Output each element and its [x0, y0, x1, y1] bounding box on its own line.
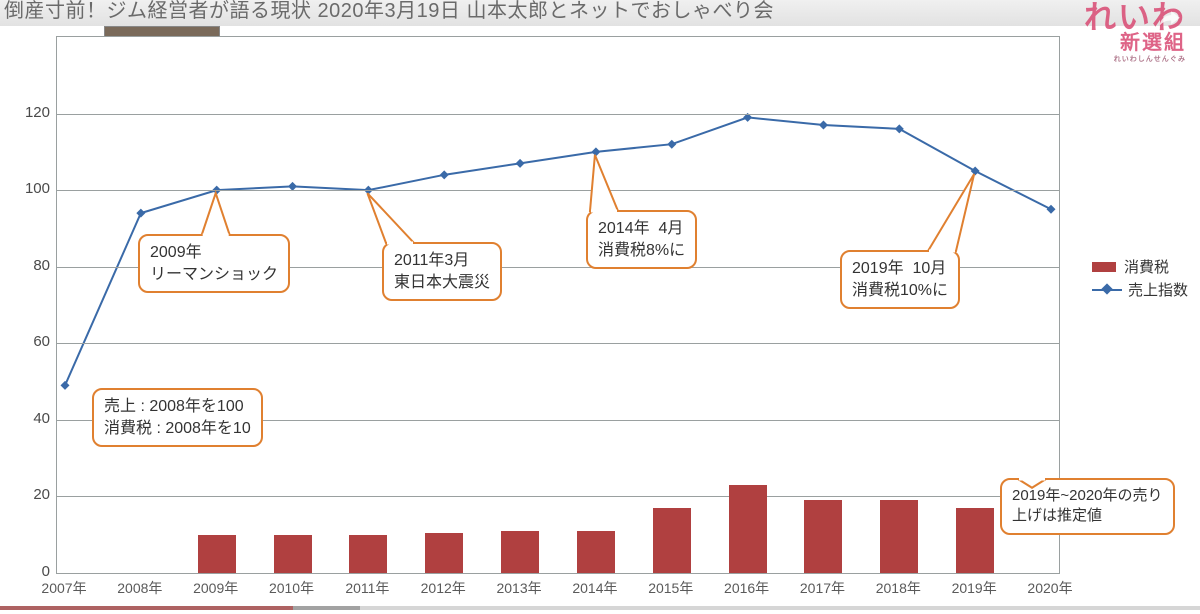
- bar: [956, 508, 994, 573]
- line-marker: [819, 121, 828, 130]
- line-marker: [895, 124, 904, 133]
- line-marker: [1047, 205, 1056, 214]
- line-marker: [136, 209, 145, 218]
- x-axis-label: 2015年: [648, 578, 693, 598]
- x-axis-label: 2008年: [117, 578, 162, 598]
- line-marker: [591, 147, 600, 156]
- gridline: [57, 190, 1059, 191]
- x-axis-label: 2011年: [345, 578, 389, 598]
- line-marker: [61, 381, 70, 390]
- bar: [349, 535, 387, 573]
- y-axis-label: 40: [10, 410, 50, 427]
- gridline: [57, 114, 1059, 115]
- y-axis-label: 20: [10, 486, 50, 503]
- callout-2019: 2019年 10月 消費税10%に: [840, 250, 960, 309]
- callout-2009: 2009年 リーマンショック: [138, 234, 290, 293]
- legend-item-line: 売上指数: [1092, 279, 1188, 300]
- bar: [653, 508, 691, 573]
- chart-legend: 消費税 売上指数: [1092, 254, 1188, 302]
- bar: [880, 500, 918, 573]
- x-axis-label: 2007年: [41, 578, 86, 598]
- line-marker: [516, 159, 525, 168]
- callout-estimate-note: 2019年~2020年の売り 上げは推定値: [1000, 478, 1175, 535]
- x-axis-label: 2012年: [421, 578, 466, 598]
- x-axis-label: 2019年: [952, 578, 997, 598]
- x-axis-label: 2009年: [193, 578, 238, 598]
- x-axis-label: 2017年: [800, 578, 845, 598]
- legend-label-line: 売上指数: [1128, 279, 1188, 300]
- logo-sub: れいわしんせんぐみ: [1066, 54, 1186, 64]
- share-icon[interactable]: [1156, 8, 1182, 34]
- gridline: [57, 496, 1059, 497]
- callout-baseline-note: 売上 : 2008年を100 消費税 : 2008年を10: [92, 388, 263, 447]
- legend-item-bar: 消費税: [1092, 256, 1188, 277]
- bar: [425, 533, 463, 573]
- legend-label-bar: 消費税: [1124, 256, 1169, 277]
- x-axis-label: 2016年: [724, 578, 769, 598]
- bar: [729, 485, 767, 573]
- line-marker: [971, 167, 980, 176]
- bar: [274, 535, 312, 573]
- legend-swatch-bar: [1092, 262, 1116, 272]
- line-marker: [667, 140, 676, 149]
- callout-2014: 2014年 4月 消費税8%に: [586, 210, 697, 269]
- x-axis-label: 2020年: [1027, 578, 1072, 598]
- y-axis-label: 80: [10, 257, 50, 274]
- bar: [804, 500, 842, 573]
- bar: [577, 531, 615, 573]
- callout-2011: 2011年3月 東日本大震災: [382, 242, 502, 301]
- line-marker: [440, 170, 449, 179]
- bar: [501, 531, 539, 573]
- y-axis-label: 120: [10, 104, 50, 121]
- video-buffer: [0, 606, 360, 610]
- gridline: [57, 343, 1059, 344]
- y-axis-label: 100: [10, 180, 50, 197]
- bar: [198, 535, 236, 573]
- x-axis-label: 2014年: [572, 578, 617, 598]
- video-title: 倒産寸前！ジム経営者が語る現状 2020年3月19日 山本太郎とネットでおしゃべ…: [0, 0, 1200, 26]
- y-axis-label: 60: [10, 333, 50, 350]
- x-axis-label: 2018年: [876, 578, 921, 598]
- x-axis-label: 2013年: [496, 578, 541, 598]
- legend-swatch-line: [1092, 283, 1122, 297]
- logo-line2: 新選組: [1066, 32, 1186, 54]
- x-axis-label: 2010年: [269, 578, 314, 598]
- video-progress-bar[interactable]: [0, 606, 1200, 610]
